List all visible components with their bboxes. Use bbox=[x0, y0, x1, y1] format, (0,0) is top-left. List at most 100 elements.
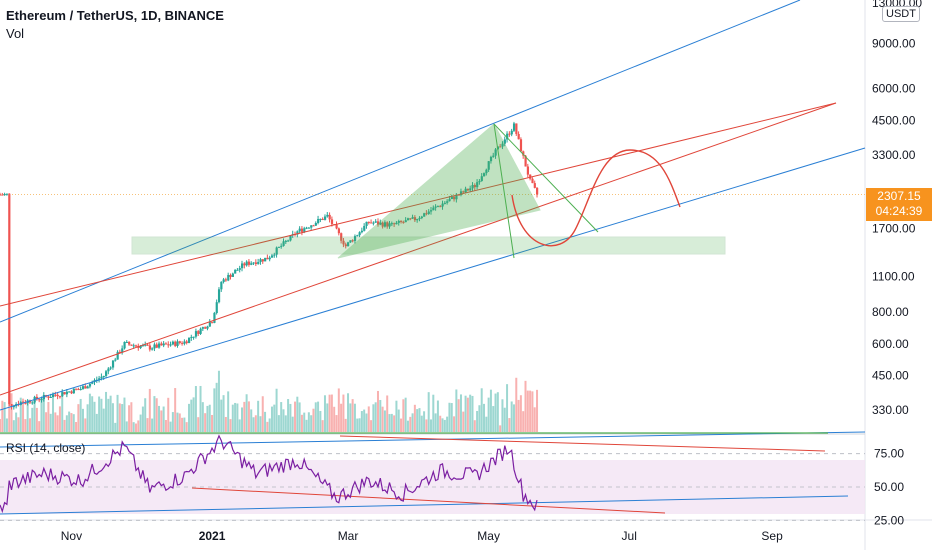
candle-body bbox=[321, 218, 324, 220]
candle-body bbox=[125, 341, 128, 343]
rsi-tick-label: 50.00 bbox=[874, 480, 904, 494]
candle-body bbox=[305, 227, 308, 229]
volume-bar bbox=[211, 414, 214, 432]
candle-body bbox=[351, 240, 354, 242]
candle-body bbox=[238, 268, 241, 270]
volume-bar bbox=[344, 418, 347, 432]
candle-body bbox=[427, 211, 430, 214]
candle-body bbox=[65, 391, 69, 395]
candle-body bbox=[314, 223, 317, 226]
candle-body bbox=[478, 180, 481, 183]
candle-body bbox=[402, 222, 405, 224]
candle-body bbox=[153, 344, 156, 349]
price-tick-label: 9000.00 bbox=[872, 37, 916, 51]
candle-body bbox=[284, 240, 287, 242]
candle-body bbox=[328, 214, 331, 220]
candle-body bbox=[404, 220, 407, 223]
volume-bar bbox=[360, 411, 363, 432]
volume-bar bbox=[10, 393, 13, 432]
volume-bar bbox=[291, 416, 294, 432]
volume-bar bbox=[473, 420, 476, 432]
rsi-label[interactable]: RSI (14, close) bbox=[6, 441, 86, 455]
volume-bar bbox=[47, 401, 50, 432]
candle-body bbox=[430, 210, 433, 212]
price-tick-label: 600.00 bbox=[872, 337, 909, 351]
volume-bar bbox=[418, 408, 421, 432]
candle-body bbox=[24, 402, 27, 404]
volume-bar bbox=[374, 402, 377, 432]
volume-bar bbox=[328, 394, 331, 432]
volume-bar bbox=[224, 416, 227, 432]
volume-bar bbox=[111, 403, 114, 432]
volume-bar bbox=[450, 403, 453, 432]
candle-body bbox=[275, 247, 278, 255]
volume-bar bbox=[397, 409, 400, 432]
volume-bar bbox=[519, 395, 522, 432]
candle-body bbox=[464, 188, 467, 193]
candle-body bbox=[12, 406, 16, 408]
volume-bar bbox=[379, 399, 382, 432]
candle-body bbox=[77, 389, 80, 391]
volume-bar bbox=[213, 388, 216, 432]
volume-bar bbox=[356, 418, 359, 432]
volume-bar bbox=[529, 390, 532, 432]
volume-bar bbox=[250, 409, 253, 432]
candle-body bbox=[208, 322, 211, 327]
volume-bar bbox=[400, 418, 403, 432]
candle-body bbox=[363, 225, 366, 231]
volume-bar bbox=[229, 419, 232, 432]
candle-body bbox=[72, 388, 75, 394]
volume-bar bbox=[370, 420, 373, 432]
volume-bar bbox=[153, 396, 156, 432]
candle-body bbox=[273, 254, 276, 256]
currency-selector[interactable]: USDT bbox=[882, 6, 920, 22]
volume-bar bbox=[171, 412, 174, 432]
candle-body bbox=[448, 199, 451, 202]
candle-body bbox=[252, 262, 255, 264]
volume-bar bbox=[340, 403, 343, 432]
volume-bar bbox=[314, 402, 317, 432]
candle-body bbox=[425, 213, 428, 215]
red-trendline-lower bbox=[0, 102, 837, 396]
volume-bar bbox=[406, 420, 409, 432]
volume-bar bbox=[413, 404, 416, 432]
volume-bar bbox=[365, 413, 368, 432]
volume-bar bbox=[294, 401, 297, 432]
volume-bar bbox=[208, 404, 211, 432]
volume-bar bbox=[247, 401, 250, 432]
volume-bar bbox=[245, 394, 248, 432]
candle-body bbox=[158, 343, 161, 348]
candle-body bbox=[222, 279, 225, 282]
volume-bar bbox=[100, 398, 103, 432]
volume-bar bbox=[254, 415, 257, 432]
volume-bar bbox=[164, 419, 167, 432]
volume-bar bbox=[181, 417, 184, 432]
candle-body bbox=[98, 378, 101, 380]
volume-bar bbox=[517, 399, 520, 432]
price-tick-label: 1100.00 bbox=[872, 270, 915, 284]
volume-bar bbox=[395, 400, 398, 432]
candle-body bbox=[181, 342, 184, 344]
volume-bar bbox=[176, 412, 179, 432]
candle-body bbox=[349, 240, 352, 243]
candle-body bbox=[441, 203, 444, 207]
volume-bar bbox=[183, 417, 186, 432]
candle-body bbox=[86, 386, 89, 389]
volume-bar bbox=[296, 396, 299, 432]
candle-body bbox=[436, 206, 440, 208]
volume-bar bbox=[98, 396, 101, 432]
volume-bar bbox=[483, 403, 486, 432]
volume-bar bbox=[459, 394, 462, 432]
volume-bar bbox=[65, 415, 68, 432]
volume-bar bbox=[383, 410, 386, 432]
candle-body bbox=[326, 214, 329, 217]
candle-body bbox=[358, 232, 361, 236]
candle-body bbox=[144, 344, 147, 346]
candle-body bbox=[489, 156, 493, 162]
candle-body bbox=[471, 185, 474, 189]
volume-bar bbox=[402, 399, 405, 432]
candle-body bbox=[388, 223, 391, 227]
volume-bar bbox=[457, 399, 460, 432]
candle-body bbox=[409, 218, 412, 220]
